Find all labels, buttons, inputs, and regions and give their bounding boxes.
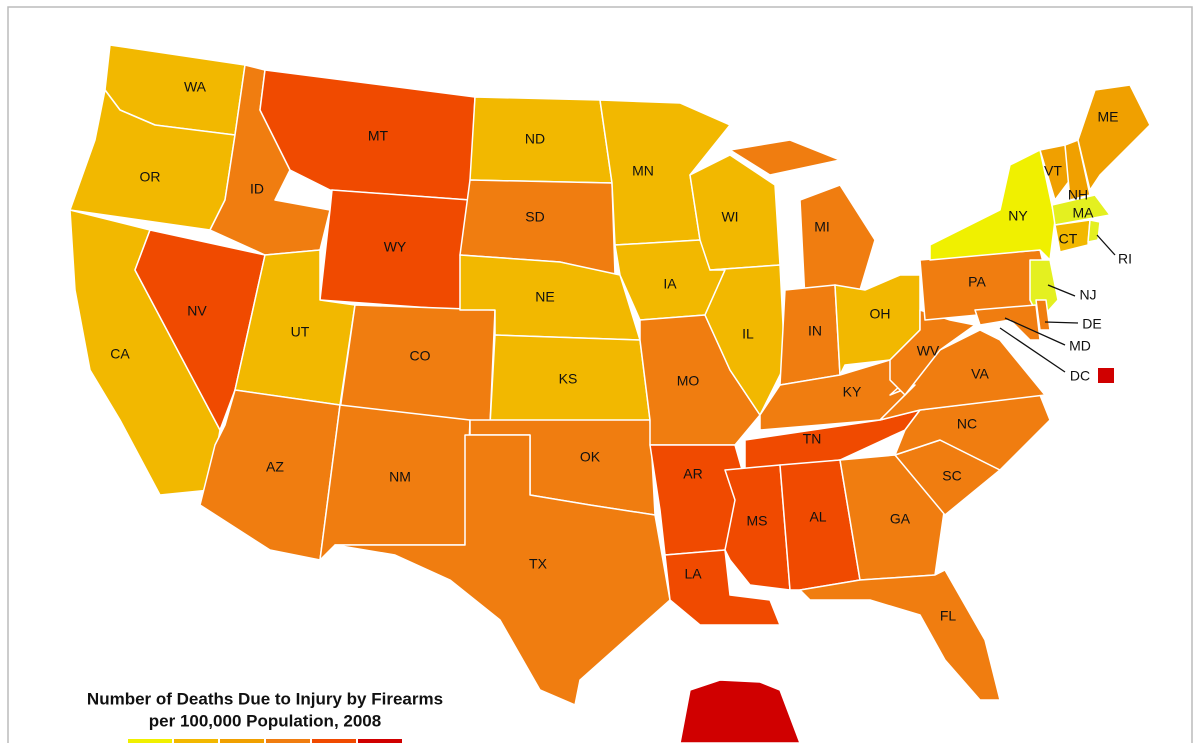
state-label: ID (250, 181, 264, 197)
legend (128, 739, 402, 743)
state-label: MT (368, 128, 389, 144)
state-label: OR (140, 169, 161, 185)
state-label: SD (525, 209, 544, 225)
legend-swatch (266, 739, 310, 743)
state (1087, 219, 1101, 243)
state-label: MD (1069, 338, 1091, 354)
state (1054, 219, 1091, 253)
state-label: FL (940, 608, 957, 624)
leader-line (1047, 284, 1076, 297)
state-label: CT (1059, 231, 1078, 247)
state (974, 304, 1041, 341)
state-label: KY (843, 384, 862, 400)
state (134, 229, 266, 431)
state-label: NC (957, 416, 977, 432)
state-label: TN (803, 431, 822, 447)
state-label: OH (870, 306, 891, 322)
state-label: CO (410, 348, 431, 364)
state-label: VA (971, 366, 989, 382)
state-label: VT (1044, 163, 1062, 179)
state-label: ME (1098, 109, 1119, 125)
state-label: MN (632, 163, 654, 179)
state (704, 264, 786, 416)
state-label: KS (559, 371, 578, 387)
state-label: MS (747, 513, 768, 529)
state-labels: WA OR CA NV ID MT WY UT CO AZ NM ND SD NE KS OK TX MN IA MO… (110, 79, 1132, 624)
state-label: NH (1068, 187, 1088, 203)
legend-swatch (312, 739, 356, 743)
state (679, 679, 801, 743)
state-label: IN (808, 323, 822, 339)
legend-swatch (220, 739, 264, 743)
state-label: PA (968, 274, 986, 290)
state (839, 454, 946, 581)
legend-swatch (174, 739, 218, 743)
state-label: IL (742, 326, 754, 342)
state-label: AZ (266, 459, 284, 475)
state-label: WV (917, 343, 940, 359)
state-label: AL (809, 509, 826, 525)
state-label: WI (721, 209, 738, 225)
state-label: AR (683, 466, 702, 482)
state (664, 549, 781, 626)
state (889, 309, 976, 396)
legend-swatch (358, 739, 402, 743)
state-label: NE (535, 289, 554, 305)
leader-line (1044, 321, 1079, 324)
state-label: GA (890, 511, 911, 527)
state (879, 329, 1046, 421)
leader-line (1096, 234, 1116, 256)
state-label: NY (1008, 208, 1028, 224)
state-label: TX (529, 556, 548, 572)
state (334, 434, 671, 706)
state-label: DE (1082, 316, 1101, 332)
state (799, 184, 876, 301)
state-label: RI (1118, 251, 1132, 267)
state-label: MO (677, 373, 700, 389)
state (1077, 84, 1151, 191)
title: per 100,000 Population, 2008 (149, 711, 381, 730)
state-label: WY (384, 239, 407, 255)
state-label: NM (389, 469, 411, 485)
title: Number of Deaths Due to Injury by Firear… (87, 689, 443, 708)
state-label: NJ (1079, 287, 1096, 303)
legend-swatch (128, 739, 172, 743)
state-label: IA (663, 276, 677, 292)
state (929, 149, 1056, 261)
state-label: NV (187, 303, 207, 319)
leader-line (999, 327, 1066, 373)
frame (7, 6, 1193, 743)
state-label: MI (814, 219, 830, 235)
leader-line (1004, 317, 1066, 346)
state-label: SC (942, 468, 961, 484)
state-label: OK (580, 449, 601, 465)
state (319, 189, 471, 311)
state-label: LA (684, 566, 702, 582)
states (69, 44, 1151, 743)
state (1051, 194, 1111, 226)
state-label: DC (1070, 368, 1090, 384)
dc-marker (1098, 368, 1114, 383)
state-label: WA (184, 79, 207, 95)
state (1064, 139, 1091, 201)
state-label: UT (291, 324, 310, 340)
state (729, 139, 841, 176)
state-label: MA (1073, 205, 1095, 221)
state-label: CA (110, 346, 130, 362)
state (799, 569, 1001, 701)
state-label: ND (525, 131, 545, 147)
